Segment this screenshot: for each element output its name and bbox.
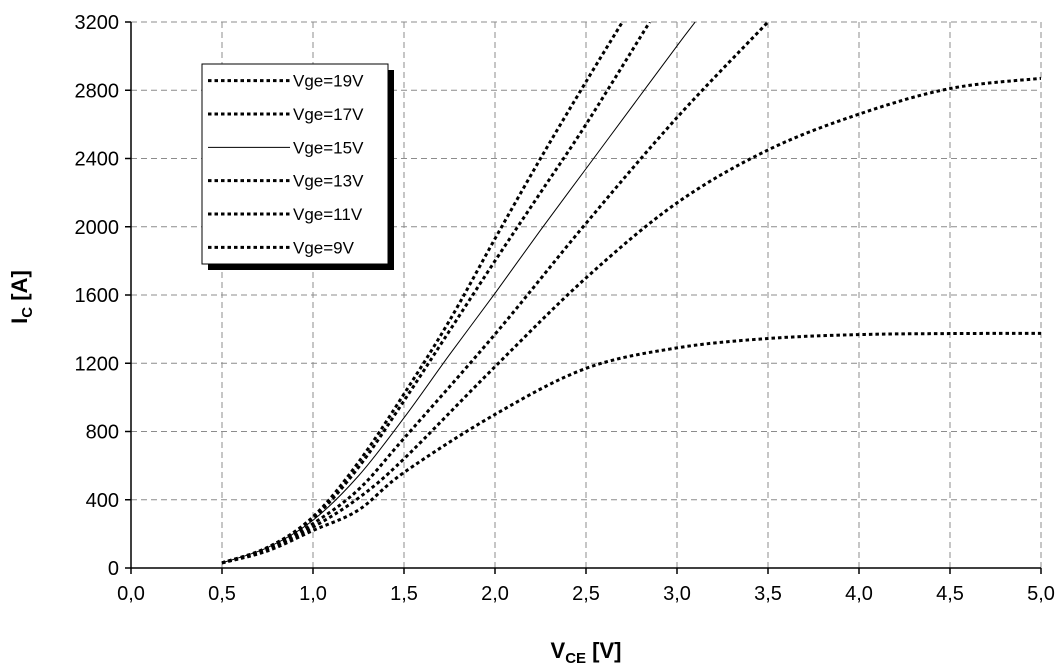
legend-label: Vge=15V: [293, 138, 364, 157]
y-tick-label: 3200: [75, 12, 120, 34]
x-tick-label: 0,5: [208, 583, 236, 605]
y-tick-label: 400: [86, 490, 119, 512]
x-tick-label: 4,5: [936, 583, 964, 605]
y-tick-label: 800: [86, 422, 119, 444]
y-tick-label: 1600: [75, 285, 120, 307]
axes: 0,0 0,5 1,0 1,5 2,0 2,5 3,0 3,5 4,0 4,5 5,0 0 400 800…: [75, 12, 1055, 605]
x-tick-label: 3,0: [663, 583, 691, 605]
y-tick-label: 1200: [75, 353, 120, 375]
legend-label: Vge=13V: [293, 172, 364, 191]
y-tick-label: 2800: [75, 80, 120, 102]
x-tick-label: 0,0: [117, 583, 145, 605]
series-line-vge-17v: [221, 22, 651, 565]
series-line-vge-9v: [221, 331, 1041, 565]
legend-label: Vge=9V: [293, 238, 355, 257]
series-group: [221, 22, 1041, 565]
series-lines: [221, 22, 1041, 565]
x-tick-label: 2,0: [481, 583, 509, 605]
y-tick-label: 0: [108, 558, 119, 580]
x-tick-label: 3,5: [754, 583, 782, 605]
legend-box: [201, 63, 389, 265]
series-line-vge-19v: [221, 22, 624, 565]
y-tick-label: 2400: [75, 149, 120, 171]
x-tick-label: 1,5: [390, 583, 418, 605]
y-tick-label: 2000: [75, 217, 120, 239]
legend-label: Vge=19V: [293, 72, 364, 91]
x-tick-label: 5,0: [1027, 583, 1055, 605]
legend-label: Vge=17V: [293, 105, 364, 124]
x-tick-label: 2,5: [572, 583, 600, 605]
x-axis-title: VCE [V]: [551, 638, 622, 666]
y-axis-title: IC [A]: [7, 270, 36, 324]
series-line-vge-11v: [221, 76, 1041, 565]
series-line-vge-15v: [221, 22, 696, 564]
x-tick-label: 4,0: [845, 583, 873, 605]
x-tick-label: 1,0: [299, 583, 327, 605]
series-line-vge-13v: [221, 22, 770, 565]
legend-label: Vge=11V: [293, 205, 363, 224]
legend: Vge=19V Vge=17V Vge=15V Vge=13V Vge=11V Vge=9…: [201, 63, 394, 270]
